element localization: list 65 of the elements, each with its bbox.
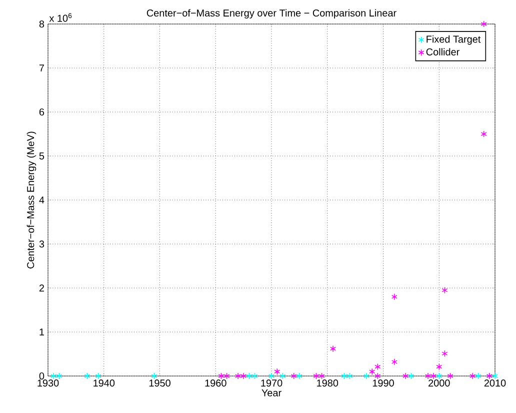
point	[442, 350, 448, 357]
point	[402, 372, 409, 380]
point	[95, 372, 102, 380]
point	[430, 372, 437, 380]
point	[424, 372, 431, 380]
point	[374, 372, 381, 380]
x-tick-label: 2010	[484, 380, 506, 387]
point	[341, 372, 348, 380]
point	[442, 286, 448, 294]
x-tick-label: 1930	[38, 380, 59, 387]
point	[313, 372, 320, 380]
point	[447, 372, 454, 380]
point	[346, 372, 353, 380]
point	[363, 372, 370, 380]
point	[374, 363, 381, 370]
point	[492, 372, 498, 380]
y-tick-label: 0	[39, 372, 44, 380]
point	[268, 372, 275, 380]
y-axis-title: Center−of−Mass Energy (MeV)	[26, 132, 36, 268]
point	[240, 372, 247, 380]
text: x 10$^{6}$	[49, 13, 72, 22]
x-axis-title: Year	[262, 389, 282, 396]
x-tick-label: 1950	[149, 380, 170, 387]
point	[330, 345, 336, 352]
y-tick-label: 3	[39, 240, 44, 248]
point	[318, 372, 325, 380]
chart-title: Center−of−Mass Energy over Time − Comparison Linear	[146, 9, 396, 19]
y-tick-label: 7	[39, 64, 44, 72]
x-tick-label: 1990	[372, 380, 394, 387]
point	[290, 372, 297, 380]
x-tick-label: 2000	[428, 380, 450, 387]
point	[50, 372, 57, 380]
x-tick-label: 1940	[94, 380, 115, 387]
point	[224, 372, 230, 380]
point	[252, 372, 258, 380]
point	[280, 372, 286, 380]
point	[408, 372, 414, 380]
y-tick-label: 2	[39, 284, 44, 292]
y-tick-label: 1	[40, 328, 44, 336]
point	[234, 372, 241, 380]
point	[151, 372, 158, 380]
point	[391, 293, 398, 300]
point	[480, 130, 487, 138]
point	[246, 372, 252, 380]
legend-label: Collider	[426, 48, 460, 56]
legend-label: Fixed Target	[426, 35, 481, 45]
point	[369, 368, 376, 375]
point	[475, 372, 482, 380]
point	[274, 368, 280, 375]
point	[296, 372, 302, 380]
x-tick-label: 1960	[205, 380, 226, 387]
y-tick-label: 5	[39, 152, 44, 160]
point	[391, 358, 398, 366]
point	[436, 372, 442, 380]
point	[436, 363, 442, 370]
y-tick-label: 4	[39, 196, 44, 204]
point	[470, 372, 476, 380]
point	[56, 372, 62, 380]
y-tick-label: 6	[39, 108, 44, 116]
point	[480, 20, 487, 28]
y-tick-label: 8	[39, 20, 44, 28]
x-tick-label: 1980	[317, 380, 338, 387]
point	[218, 372, 224, 380]
x-tick-label: 1970	[261, 380, 282, 387]
point	[84, 372, 90, 380]
